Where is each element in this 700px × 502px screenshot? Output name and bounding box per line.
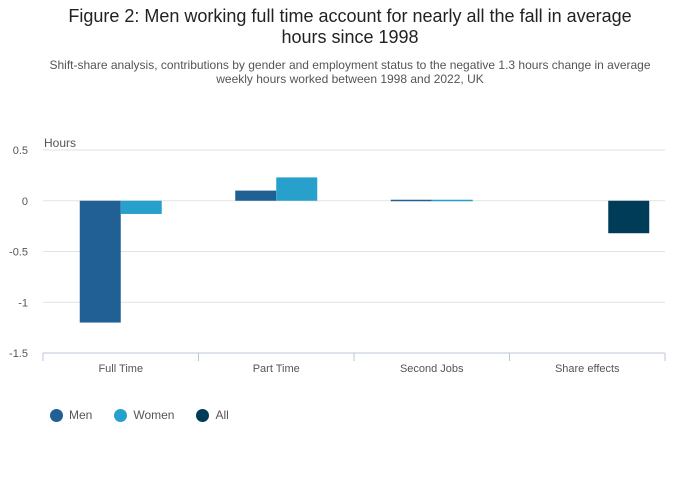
y-tick-label: 0: [22, 196, 28, 208]
chart-title-line-1: Figure 2: Men working full time account …: [68, 6, 632, 26]
y-axis-label: Hours: [44, 136, 76, 150]
chart-legend: Men Women All: [50, 408, 251, 422]
bar-women-second-jobs: [431, 199, 473, 202]
x-tick-label: Share effects: [555, 363, 620, 375]
chart-subtitle-line-2: weekly hours worked between 1998 and 202…: [216, 72, 484, 86]
legend-swatch-men: [50, 408, 63, 422]
legend-label-all: All: [215, 408, 229, 422]
bar-men-part-time: [235, 190, 277, 201]
bar-women-part-time: [276, 177, 318, 201]
x-tick-label: Full Time: [98, 363, 143, 375]
legend-swatch-all: [196, 408, 210, 422]
bar-men-full-time: [79, 200, 121, 323]
chart-subtitle-line-1: Shift-share analysis, contributions by g…: [49, 58, 651, 72]
legend-label-men: Men: [69, 408, 93, 422]
y-tick-label: -1: [18, 297, 28, 309]
legend-item-men[interactable]: Men: [50, 408, 92, 422]
bar-all-share-effects: [608, 200, 650, 234]
legend-label-women: Women: [133, 408, 175, 422]
legend-item-women[interactable]: Women: [114, 408, 174, 422]
chart-title-line-2: hours since 1998: [281, 27, 419, 47]
chart-title: Figure 2: Men working full time account …: [0, 6, 700, 48]
bar-women-full-time: [120, 200, 162, 214]
legend-swatch-women: [114, 408, 128, 422]
bar-men-second-jobs: [390, 199, 432, 202]
y-tick-label: -1.5: [9, 348, 28, 360]
legend-item-all[interactable]: All: [196, 408, 229, 422]
x-tick-label: Part Time: [253, 363, 300, 375]
chart-subtitle: Shift-share analysis, contributions by g…: [0, 58, 700, 86]
y-tick-label: 0.5: [13, 145, 28, 157]
x-tick-label: Second Jobs: [400, 363, 464, 375]
y-tick-label: -0.5: [9, 247, 28, 259]
